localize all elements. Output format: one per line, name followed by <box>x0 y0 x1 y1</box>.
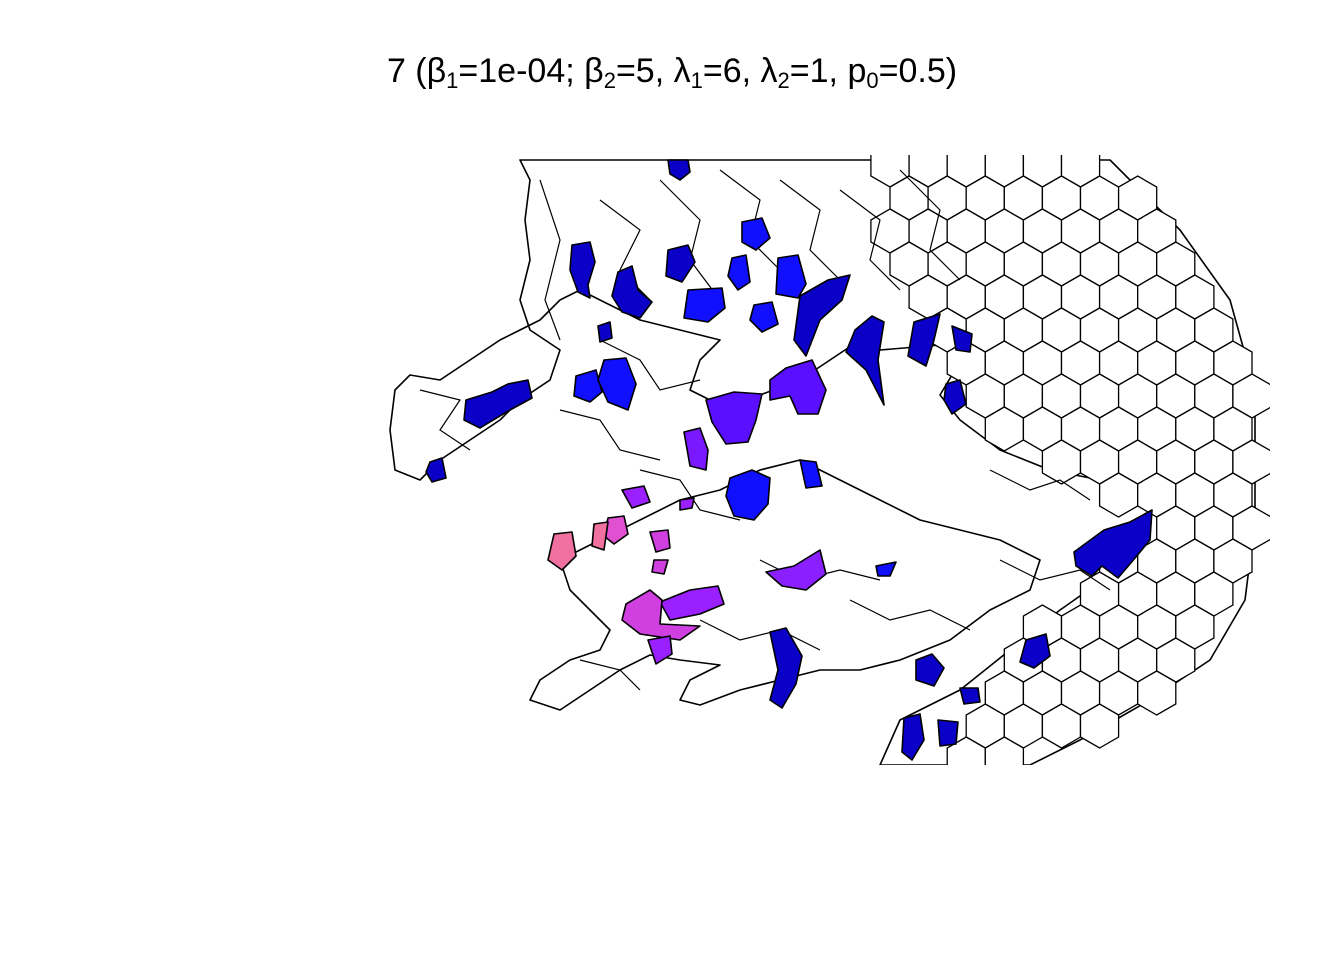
grid-region <box>984 736 1025 765</box>
region-dark-blue <box>463 379 533 429</box>
region-dark-blue <box>1073 509 1153 579</box>
region-dark-blue <box>845 315 885 406</box>
region-blue <box>775 254 807 299</box>
region-dark-blue <box>901 713 925 761</box>
region-violet <box>705 391 763 445</box>
region-blue <box>573 369 603 403</box>
region-dark-blue <box>907 313 941 367</box>
region-purple <box>683 427 709 471</box>
grid-region <box>1137 670 1177 716</box>
region-dark-blue <box>597 321 613 343</box>
region-magenta <box>651 559 669 575</box>
region-pink <box>591 521 609 551</box>
region-dark-blue <box>569 241 596 299</box>
region-purple <box>765 549 827 591</box>
region-magenta <box>649 529 671 553</box>
region-dark-blue <box>915 653 945 687</box>
region-dark-blue <box>611 265 653 319</box>
colored-regions <box>425 159 1153 761</box>
region-dark-blue <box>667 159 691 181</box>
grid-region <box>1079 703 1120 749</box>
region-dark-blue <box>665 244 696 283</box>
map-title: 7 (β1=1e-04; β2=5, λ1=6, λ2=1, p0=0.5) <box>386 52 958 93</box>
region-blue <box>741 217 771 251</box>
region-dark-blue <box>425 457 447 483</box>
region-purple <box>659 585 725 621</box>
region-purple <box>621 485 651 509</box>
region-dark-blue <box>793 274 851 357</box>
region-purple <box>647 635 673 665</box>
region-blue <box>799 459 823 489</box>
region-purple <box>679 497 695 511</box>
region-dark-blue <box>769 627 803 709</box>
region-blue <box>725 469 771 521</box>
region-dark-blue <box>943 379 967 415</box>
region-violet <box>769 359 827 415</box>
region-blue <box>749 301 779 333</box>
region-dark-blue <box>951 325 973 353</box>
region-blue <box>875 561 897 577</box>
region-dark-blue <box>937 719 959 747</box>
region-dark-blue <box>1019 633 1051 669</box>
region-magenta <box>621 589 701 641</box>
region-blue <box>597 357 637 411</box>
region-blue <box>727 254 751 291</box>
east-grid-regions <box>870 155 1270 765</box>
region-dark-blue <box>959 687 981 705</box>
region-pink <box>547 531 577 571</box>
region-blue <box>683 287 726 323</box>
